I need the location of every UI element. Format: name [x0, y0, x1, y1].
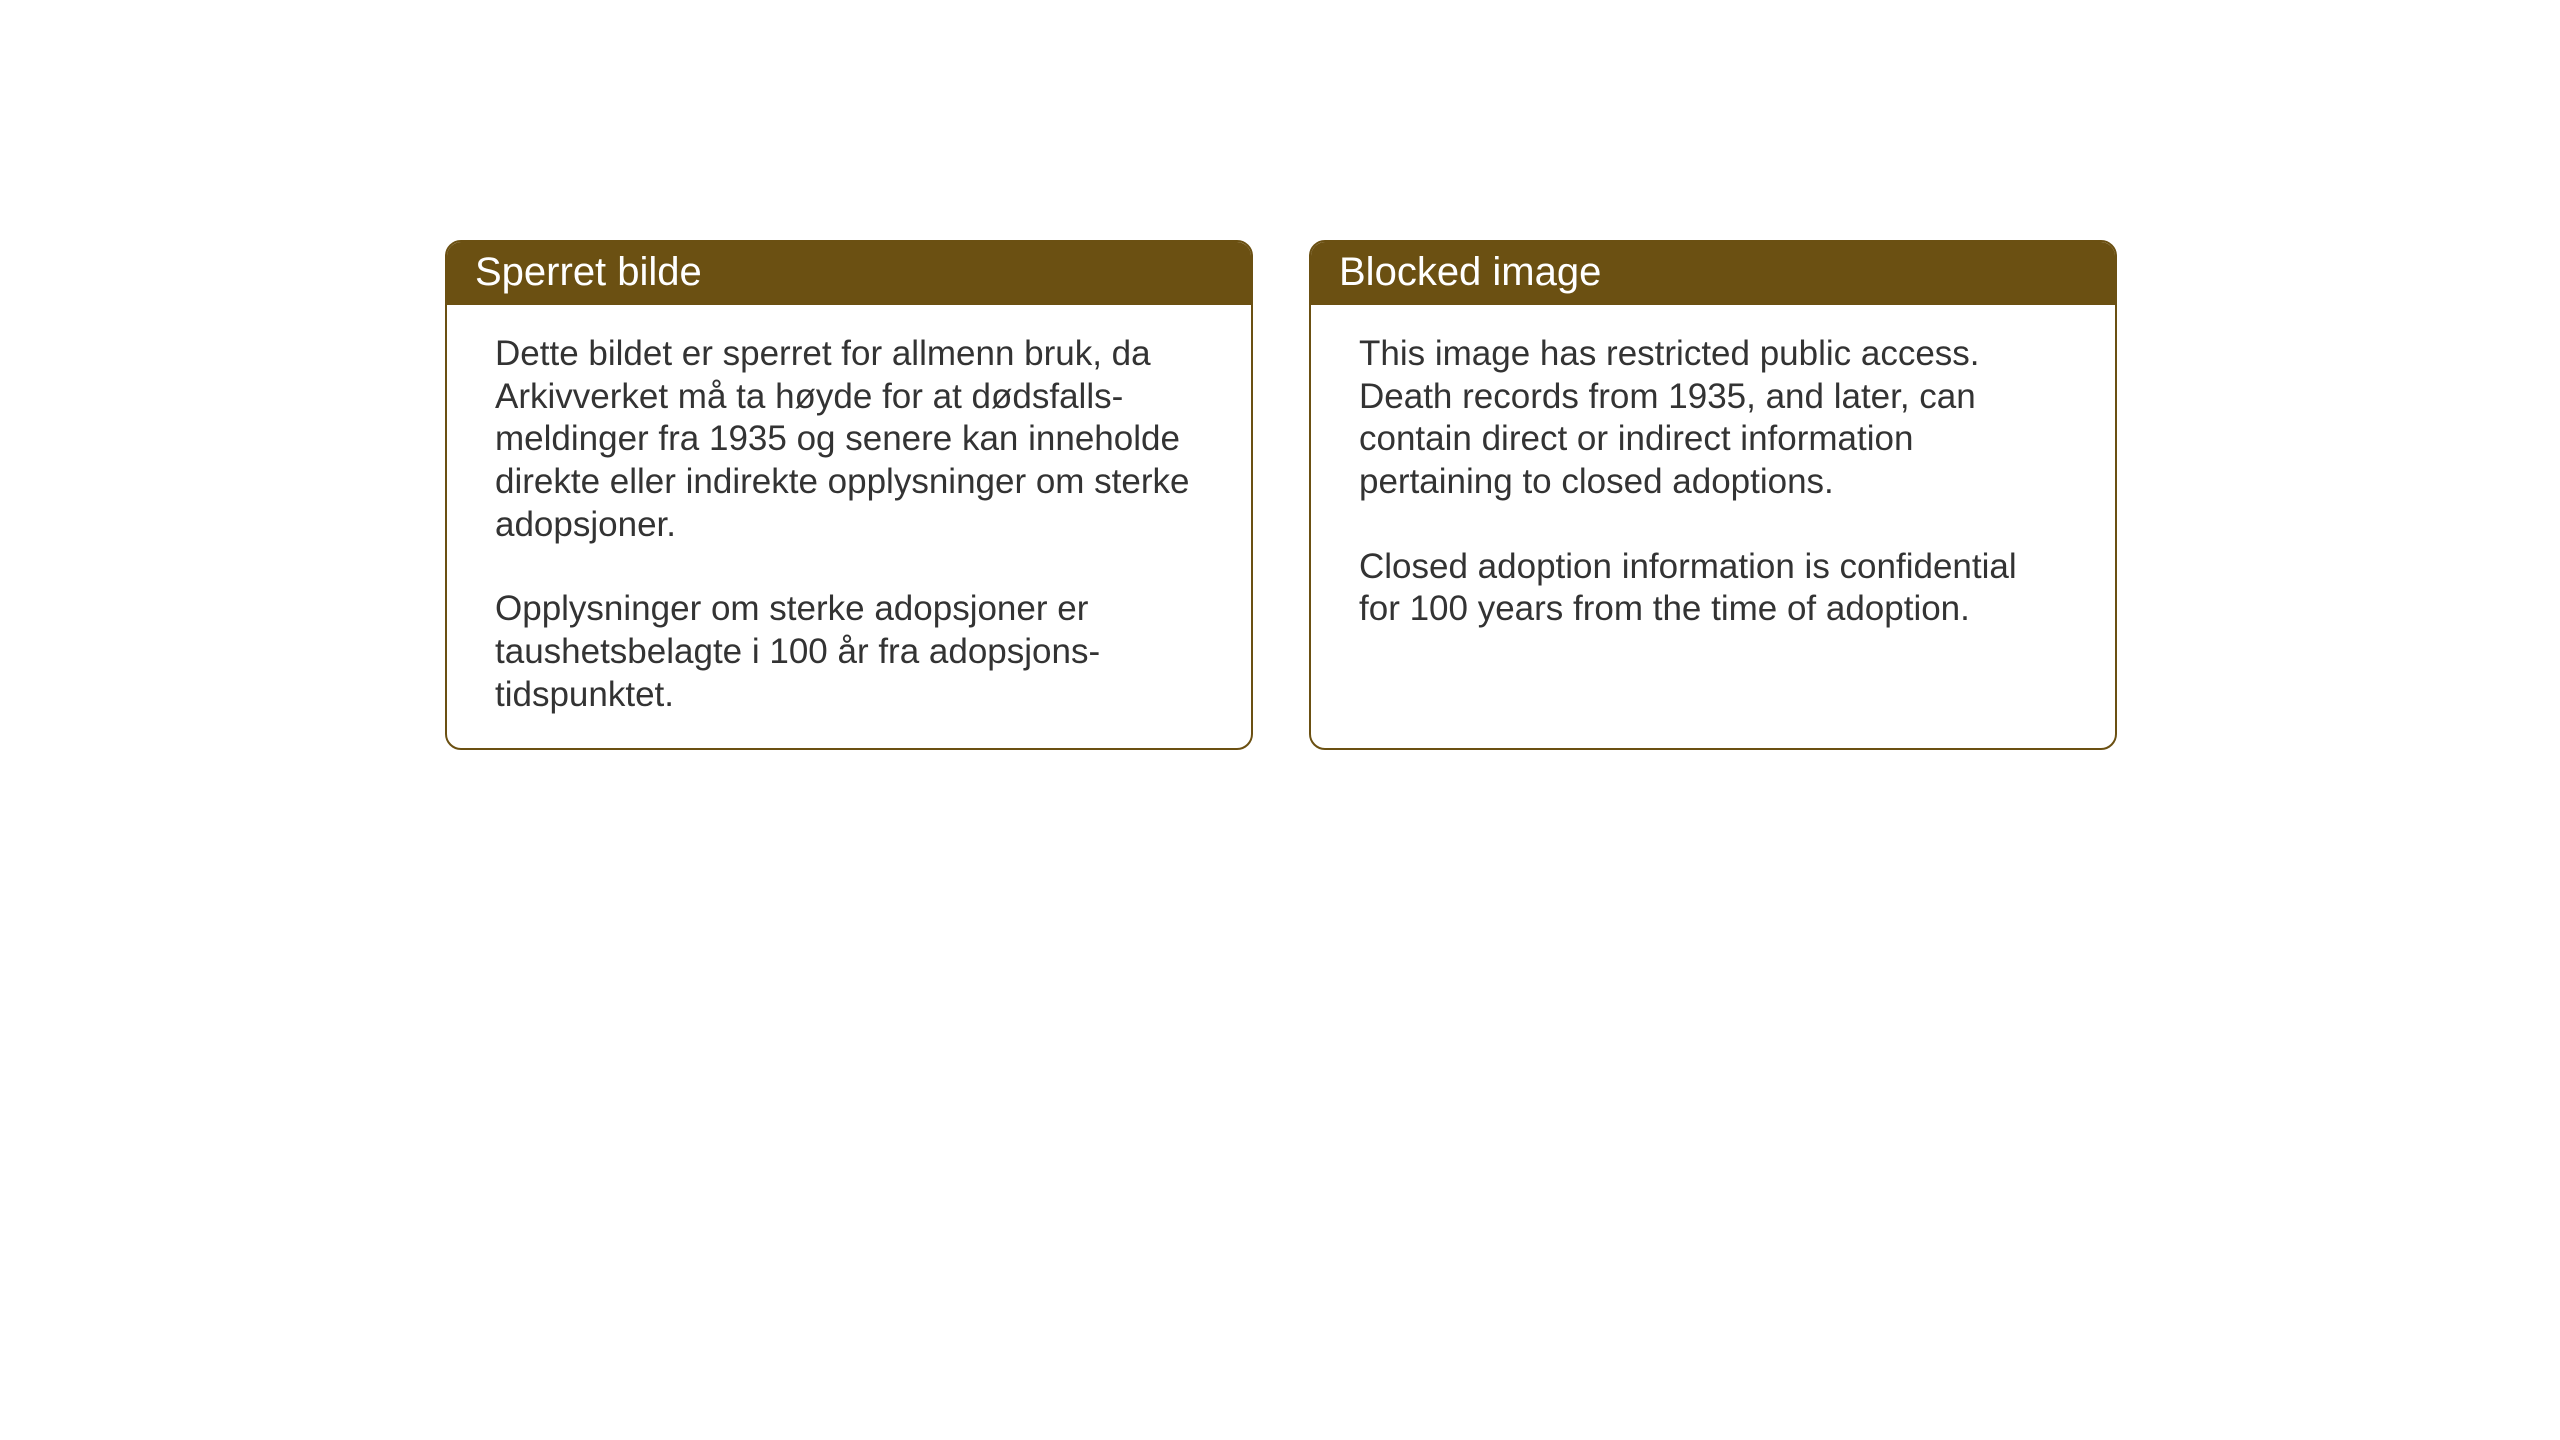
body-paragraph-1: Dette bildet er sperret for allmenn bruk… [495, 333, 1203, 546]
body-paragraph-1: This image has restricted public access.… [1359, 333, 2067, 504]
notice-cards-container: Sperret bilde Dette bildet er sperret fo… [0, 0, 2560, 750]
blocked-image-card-norwegian: Sperret bilde Dette bildet er sperret fo… [445, 240, 1253, 750]
card-title: Sperret bilde [475, 250, 702, 294]
body-paragraph-2: Opplysninger om sterke adopsjoner er tau… [495, 588, 1203, 716]
card-title: Blocked image [1339, 250, 1601, 294]
blocked-image-card-english: Blocked image This image has restricted … [1309, 240, 2117, 750]
card-body-norwegian: Dette bildet er sperret for allmenn bruk… [447, 305, 1251, 750]
card-body-english: This image has restricted public access.… [1311, 305, 2115, 667]
body-paragraph-2: Closed adoption information is confident… [1359, 546, 2067, 631]
card-header-english: Blocked image [1311, 242, 2115, 305]
card-header-norwegian: Sperret bilde [447, 242, 1251, 305]
